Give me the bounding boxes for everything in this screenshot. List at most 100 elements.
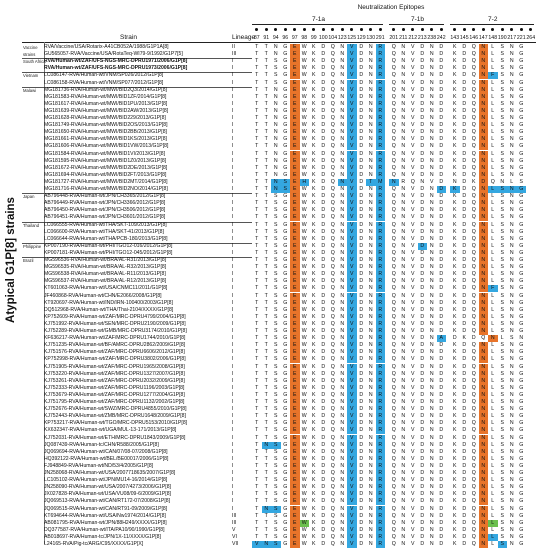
residue-cell: N [368,356,373,363]
residue-cell: S [500,512,504,519]
residue-cell: K [312,44,316,50]
residue-cell: E [290,136,300,144]
residue-cell: G [283,427,288,434]
residue-cell: E [290,235,300,243]
residue-cell: Q [391,93,396,100]
residue-cell: G [519,526,524,533]
residue-cell: T [264,100,268,107]
residue-cell: Q [471,299,476,306]
residue-cell: D [420,299,425,306]
residue-cell: N [401,51,406,58]
residue-cell: D [321,455,326,462]
position-number: 146 [469,35,479,41]
residue-cell: T [255,157,259,164]
residue-cell: G [519,313,524,320]
residue-cell: R [375,441,385,449]
residue-cell: G [519,207,524,214]
residue-cell: Q [471,100,476,107]
residue-cell: D [462,278,467,285]
residue-cell: T [255,93,259,100]
residue-cell: N [478,129,488,137]
residue-cell: V [411,434,415,441]
strain-name: KJ751795-RVA/Human-wt/ZAF/MRC-DPRU1132/2… [44,399,185,405]
residue-cell: K [312,292,316,299]
residue-cell: N [340,129,345,136]
residue-cell: T [264,221,268,228]
residue-cell: N [340,264,345,271]
residue-cell: D [439,342,444,349]
residue-cell: T [264,413,268,420]
residue-cell: D [359,313,364,320]
residue-cell: G [283,399,288,405]
residue-cell: D [420,143,425,150]
residue-cell: N [478,328,488,336]
residue-cell: G [283,249,288,256]
residue-cell: R [375,526,385,534]
residue-cell: D [321,462,326,469]
residue-cell: D [420,221,425,228]
residue-cell: N [368,512,373,519]
lineage-value: I [232,214,234,221]
residue-cell: D [439,399,444,405]
residue-cell: D [439,533,444,540]
position-dot [293,28,297,31]
residue-cell: G [519,455,524,462]
residue-cell: N [509,72,514,79]
residue-cell: H [299,178,309,186]
residue-cell: N [401,143,406,150]
position-number: 98 [301,35,308,41]
residue-cell: N [478,498,488,506]
residue-cell: N [340,505,345,512]
residue-cell: T [255,434,259,441]
residue-cell: R [375,406,385,414]
residue-cell: V [347,462,357,470]
residue-cell: V [347,93,357,101]
residue-cell: D [321,363,326,370]
residue-cell: S [274,207,278,214]
residue-cell: S [280,186,290,194]
residue-cell: T [255,484,259,491]
residue-cell: G [519,65,524,72]
residue-cell: G [519,320,524,327]
residue-cell: N [429,115,434,121]
residue-cell: Q [471,470,476,476]
residue-cell: N [478,420,488,428]
residue-cell: N [401,377,406,384]
residue-cell: S [500,235,504,242]
residue-cell: D [439,257,444,263]
residue-cell: G [519,171,524,178]
residue-cell: K [453,264,457,271]
residue-cell: K [312,370,316,377]
position-number: 211 [399,35,408,41]
residue-cell: V [347,420,357,428]
lineage-value: I [232,434,234,441]
residue-cell: E [290,65,300,73]
residue-cell: S [500,164,504,171]
residue-cell: D [321,512,326,519]
residue-cell: K [453,491,457,498]
residue-cell: D [420,448,425,455]
residue-cell: Q [330,441,335,448]
residue-cell: K [312,349,316,356]
residue-cell: N [340,434,345,441]
residue-cell: N [429,136,434,143]
strain-name: MG181617-RVA/Human-wt/MWI/BID1PU/2013/G1… [44,100,168,107]
strain-name: KJ753261-RVA/Human-wt/ZAF/MRC-DPRU2032/2… [44,377,185,384]
residue-cell: N [429,349,434,356]
residue-cell: N [429,498,434,505]
residue-cell: L [491,278,495,285]
residue-cell: D [420,462,425,469]
residue-cell: T [255,519,259,526]
residue-cell: D [420,526,425,533]
residue-cell: N [478,51,488,59]
residue-cell: D [439,384,444,391]
residue-cell: T [264,86,268,93]
residue-cell: V [347,164,357,172]
residue-cell: K [312,157,316,164]
residue-cell: N [509,526,514,533]
residue-cell: N [509,257,514,263]
residue-cell: K [453,377,457,384]
residue-cell: K [453,86,457,93]
residue-cell: T [255,100,259,107]
residue-cell: E [290,44,300,52]
